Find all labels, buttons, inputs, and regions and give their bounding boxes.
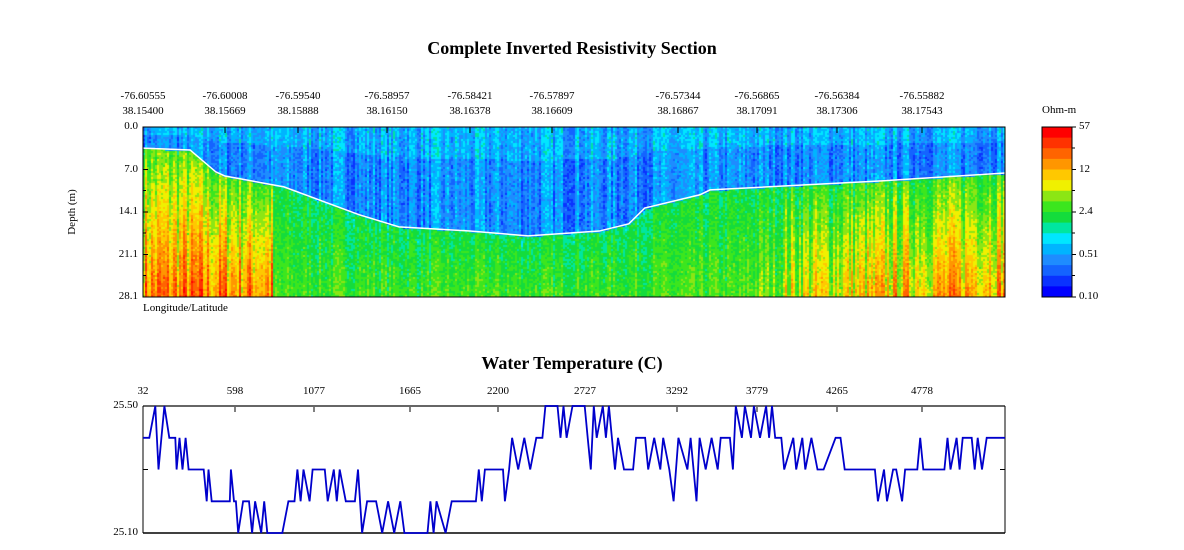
colorbar-swatch	[1042, 275, 1072, 287]
depth-tick-label: 0.0	[124, 120, 138, 132]
colorbar-swatch	[1042, 233, 1072, 245]
colorbar-label: Ohm-m	[1042, 104, 1077, 116]
lat-tick-label: 38.15669	[204, 105, 246, 117]
lon-tick-label: -76.55882	[899, 90, 945, 102]
colorbar-swatch	[1042, 265, 1072, 277]
resistivity-plot-frame	[142, 126, 1006, 298]
lat-tick-label: 38.16150	[366, 105, 408, 117]
resistivity-heatmap	[143, 127, 1005, 297]
colorbar-swatch	[1042, 148, 1072, 160]
lon-tick-label: -76.60008	[202, 90, 248, 102]
temp-x-tick-label: 1665	[399, 385, 421, 397]
depth-tick-label: 28.1	[118, 290, 138, 302]
lat-tick-label: 38.17543	[901, 105, 943, 117]
temp-x-tick-label: 2727	[574, 385, 596, 397]
temp-x-tick-label: 4778	[911, 385, 933, 397]
lat-tick-label: 38.15400	[122, 105, 164, 117]
lat-tick-label: 38.16609	[531, 105, 573, 117]
lon-tick-label: -76.56384	[814, 90, 860, 102]
colorbar-swatch	[1042, 286, 1072, 298]
lon-tick-label: -76.59540	[275, 90, 321, 102]
depth-tick-label: 21.1	[118, 247, 138, 260]
lon-tick-label: -76.57897	[529, 90, 575, 102]
colorbar-swatch	[1042, 158, 1072, 170]
colorbar-tick-label: 57	[1079, 120, 1090, 132]
colorbar-swatch	[1042, 254, 1072, 266]
temp-x-tick-label: 598	[226, 385, 244, 397]
colorbar-tick-label: 0.10	[1079, 290, 1099, 302]
colorbar-swatch	[1042, 137, 1072, 149]
temp-x-tick-label: 4265	[826, 385, 848, 397]
lon-tick-label: -76.58957	[364, 90, 410, 102]
lat-tick-label: 38.17091	[736, 105, 778, 117]
temp-y-tick-label: 25.50	[113, 399, 138, 411]
lat-tick-label: 38.16867	[657, 105, 699, 117]
temp-x-tick-label: 3292	[666, 385, 688, 397]
temp-x-tick-label: 3779	[746, 385, 768, 397]
temperature-title: Water Temperature (C)	[481, 353, 663, 373]
temperature-series-line	[143, 405, 1005, 534]
colorbar-swatch	[1042, 127, 1072, 139]
water-bottom-line	[142, 147, 1006, 237]
colorbar-swatch	[1042, 222, 1072, 234]
lon-tick-label: -76.57344	[655, 90, 701, 102]
lon-tick-label: -76.58421	[447, 90, 493, 102]
lat-tick-label: 38.15888	[277, 105, 319, 117]
temp-x-tick-label: 32	[137, 385, 149, 397]
colorbar-swatch	[1042, 190, 1072, 202]
colorbar-swatch	[1042, 201, 1072, 213]
colorbar-tick-label: 0.51	[1079, 247, 1099, 260]
resistivity-title: Complete Inverted Resistivity Section	[427, 38, 717, 58]
lon-tick-label: -76.60555	[120, 90, 166, 102]
temp-x-tick-label: 1077	[303, 385, 325, 397]
colorbar-swatch	[1042, 180, 1072, 192]
temp-y-tick-label: 25.10	[113, 526, 138, 538]
colorbar-swatch	[1042, 243, 1072, 255]
colorbar-tick-label: 2.4	[1079, 205, 1093, 217]
lat-tick-label: 38.17306	[816, 105, 858, 117]
lon-tick-label: -76.56865	[734, 90, 780, 102]
colorbar-swatch	[1042, 169, 1072, 181]
colorbar-swatch	[1042, 212, 1072, 224]
colorbar-tick-label: 12	[1079, 162, 1090, 175]
depth-tick-label: 7.0	[124, 162, 138, 175]
lat-tick-label: 38.16378	[449, 105, 491, 117]
lonlat-axis-label: Longitude/Latitude	[143, 302, 228, 314]
depth-tick-label: 14.1	[118, 205, 138, 217]
temp-x-tick-label: 2200	[487, 385, 509, 397]
